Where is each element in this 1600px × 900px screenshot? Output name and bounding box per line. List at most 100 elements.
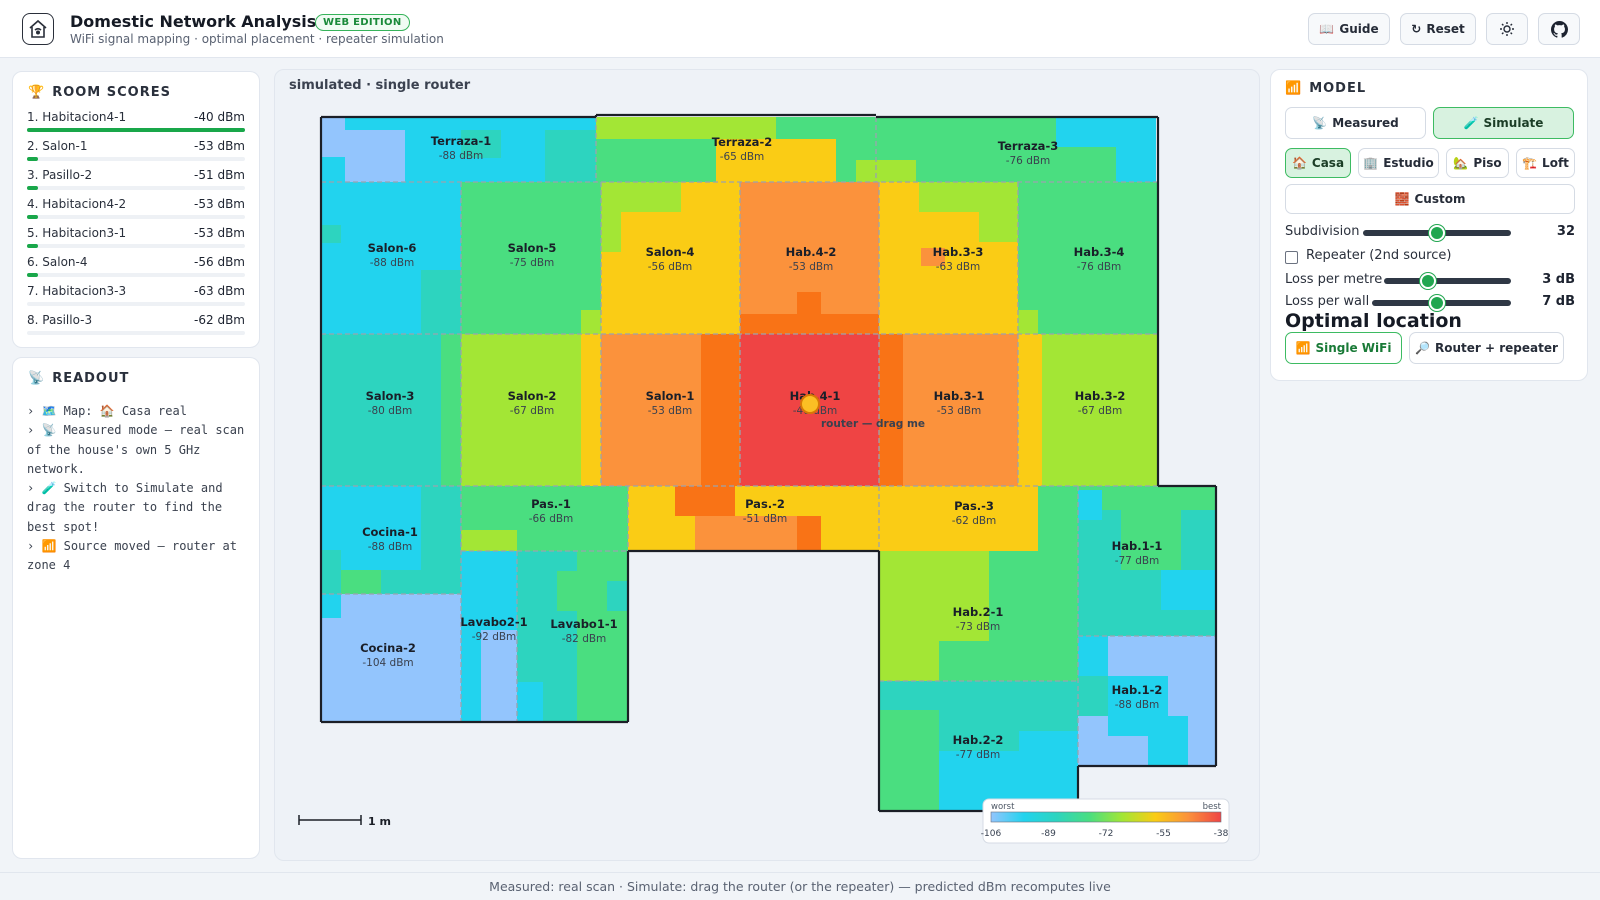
router-repeater-button[interactable]: 🔎 Router + repeater — [1409, 332, 1564, 364]
room-score-bar — [27, 186, 245, 190]
app-header: Domestic Network Analysis WEB EDITION Wi… — [0, 0, 1600, 58]
heatmap-cell — [461, 530, 517, 551]
heatmap-cell — [321, 594, 341, 618]
room-score-value: -51 dBm — [194, 168, 245, 182]
subdivision-slider[interactable] — [1363, 225, 1511, 241]
room-score-bar — [27, 157, 245, 161]
room-score-value: -53 dBm — [194, 139, 245, 153]
room-score-row: 2. Salon-1 -53 dBm — [27, 139, 245, 168]
zone-label: Hab.2-1 — [953, 605, 1004, 619]
zone-label: Pas.-3 — [954, 499, 994, 513]
zone-signal-value: -82 dBm — [562, 633, 607, 645]
house-icon: 🏠 — [1291, 156, 1307, 170]
guide-button[interactable]: 📖 Guide — [1308, 13, 1390, 45]
heatmap-cell — [876, 160, 916, 182]
measured-mode-label: Measured — [1332, 116, 1399, 130]
home-wifi-logo-icon — [22, 13, 54, 45]
zone-label: Salon-2 — [508, 389, 557, 403]
zone-signal-value: -76 dBm — [1006, 155, 1051, 167]
heatmap-cell — [1019, 731, 1078, 771]
map-loft-button[interactable]: 🏗️ Loft — [1516, 148, 1575, 178]
zone-label: Terraza-3 — [998, 139, 1058, 153]
map-piso-button[interactable]: 🏡 Piso — [1446, 148, 1509, 178]
map-custom-button[interactable]: 🧱 Custom — [1285, 184, 1575, 214]
repeater-checkbox[interactable] — [1285, 251, 1298, 264]
subdivision-slider-thumb[interactable] — [1429, 225, 1445, 241]
guide-button-label: Guide — [1339, 22, 1379, 36]
room-score-name: 2. Salon-1 — [27, 139, 88, 153]
heatmap-cell — [321, 550, 341, 594]
heatmap-cell — [321, 486, 461, 490]
room-score-bar — [27, 128, 245, 132]
zone-signal-value: -80 dBm — [368, 405, 413, 417]
legend-tick-label: -106 — [981, 829, 1002, 839]
legend-gradient-bar — [990, 811, 1222, 823]
room-score-name: 5. Habitacion3-1 — [27, 226, 127, 240]
zone-signal-value: -67 dBm — [510, 405, 555, 417]
single-wifi-button[interactable]: 📶 Single WiFi — [1285, 332, 1402, 364]
map-casa-button[interactable]: 🏠 Casa — [1285, 148, 1351, 178]
heatmap-cell — [740, 314, 879, 334]
room-score-bar — [27, 302, 245, 306]
status-footer: Measured: real scan · Simulate: drag the… — [0, 872, 1600, 900]
room-scores-header: 🏆 ROOM SCORES — [28, 85, 171, 100]
heatmap-cell — [461, 130, 501, 158]
map-casa-label: Casa — [1311, 156, 1345, 170]
reset-button[interactable]: ↻ Reset — [1400, 13, 1476, 45]
simulate-mode-button[interactable]: 🧪 Simulate — [1433, 107, 1574, 139]
zone-signal-value: -88 dBm — [1115, 699, 1160, 711]
zone-signal-value: -75 dBm — [510, 257, 555, 269]
heatmap-cell — [421, 270, 461, 334]
room-score-value: -63 dBm — [194, 284, 245, 298]
loss-metre-slider[interactable] — [1384, 273, 1511, 289]
zone-label: Terraza-2 — [712, 135, 772, 149]
map-loft-label: Loft — [1542, 156, 1569, 170]
room-score-bar-fill — [27, 244, 38, 248]
room-score-value: -53 dBm — [194, 197, 245, 211]
map-piso-label: Piso — [1473, 156, 1502, 170]
room-scores-panel: 🏆 ROOM SCORES 1. Habitacion4-1 -40 dBm 2. … — [12, 71, 260, 348]
room-score-bar — [27, 331, 245, 335]
heatmap-cell — [596, 117, 776, 139]
zone-label: Salon-5 — [508, 241, 557, 255]
map-panel: simulated · single router Terraza-1 -88 d… — [274, 69, 1260, 861]
heatmap-cell — [879, 710, 939, 811]
heatmap-cell — [1078, 636, 1108, 676]
signal-bars-icon: 📶 — [1295, 341, 1311, 355]
simulate-mode-label: Simulate — [1483, 116, 1544, 130]
heatmap-cell — [797, 516, 821, 551]
heatmap-cell — [577, 611, 628, 722]
heatmap-cell — [921, 248, 945, 266]
room-score-bar — [27, 215, 245, 219]
loss-wall-slider-thumb[interactable] — [1429, 295, 1446, 311]
repeater-label: Repeater (2nd source) — [1306, 248, 1452, 263]
router-drag-hint: router — drag me — [821, 418, 925, 430]
room-score-bar — [27, 244, 245, 248]
heatmap-cell — [1078, 676, 1108, 716]
router-marker-icon[interactable] — [800, 394, 820, 414]
heatmap-cell — [605, 486, 628, 551]
room-score-name: 8. Pasillo-3 — [27, 313, 93, 327]
github-button[interactable] — [1538, 13, 1580, 45]
theme-toggle-button[interactable] — [1486, 13, 1528, 45]
test-tube-icon: 🧪 — [1463, 116, 1479, 130]
loss-wall-slider[interactable] — [1372, 295, 1511, 311]
model-title: MODEL — [1309, 81, 1367, 96]
loss-metre-slider-thumb[interactable] — [1420, 273, 1437, 289]
readout-line: › 📡 Measured mode — real scan of the hou… — [27, 423, 245, 476]
zone-label: Hab.4-2 — [786, 245, 837, 259]
zone-signal-value: -51 dBm — [743, 513, 788, 525]
heatmap-cell — [919, 182, 979, 212]
loss-wall-value: 7 dB — [1542, 294, 1575, 309]
readout-title: READOUT — [52, 371, 130, 386]
heatmap-cell — [581, 310, 601, 334]
floorplan-heatmap[interactable]: Terraza-1 -88 dBm Terraza-2 -65 dBm Terraza-… — [275, 70, 1259, 860]
measured-mode-button[interactable]: 📡 Measured — [1285, 107, 1426, 139]
heatmap-cell — [1121, 510, 1181, 570]
map-estudio-button[interactable]: 🏢 Estudio — [1358, 148, 1439, 178]
zone-signal-value: -56 dBm — [648, 261, 693, 273]
heatmap-zone — [461, 182, 601, 334]
heatmap-cell — [979, 182, 1018, 242]
readout-panel: 📡 READOUT › 🗺️ Map: 🏠 Casa real › 📡 Meas… — [12, 357, 260, 859]
zone-label: Salon-6 — [368, 241, 417, 255]
